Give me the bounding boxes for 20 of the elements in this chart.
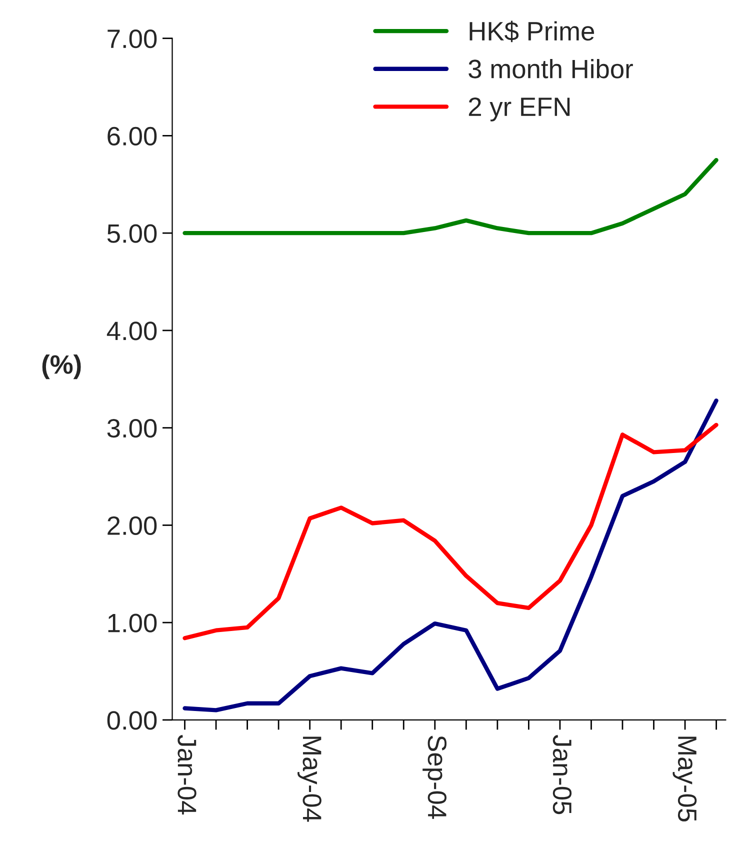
y-tick-label: 1.00 xyxy=(108,614,157,632)
y-tick-label: 4.00 xyxy=(106,322,157,340)
y-tick-label: 2.00 xyxy=(108,516,157,536)
y-tick-label: 5.00 xyxy=(107,224,157,243)
x-tick-label: May-04 xyxy=(298,736,322,822)
y-tick-label: 0.00 xyxy=(107,711,157,730)
legend-label: HK$ Prime xyxy=(470,20,594,42)
line-series xyxy=(182,398,718,712)
x-tick-label: Jan-04 xyxy=(178,734,196,814)
line-series xyxy=(182,158,718,236)
y-axis-title: (%) xyxy=(42,354,81,380)
y-tick-label: 7.00 xyxy=(108,29,157,48)
legend-label: 2 yr EFN xyxy=(468,97,570,122)
x-tick-label: Jan-05 xyxy=(552,734,572,814)
x-tick-label: May-05 xyxy=(672,736,697,822)
legend-label: 3 month Hibor xyxy=(468,58,633,78)
x-tick-label: Sep-04 xyxy=(422,736,446,819)
line-series xyxy=(182,422,718,640)
y-tick-label: 3.00 xyxy=(107,418,157,438)
y-tick-label: 6.00 xyxy=(108,126,157,146)
